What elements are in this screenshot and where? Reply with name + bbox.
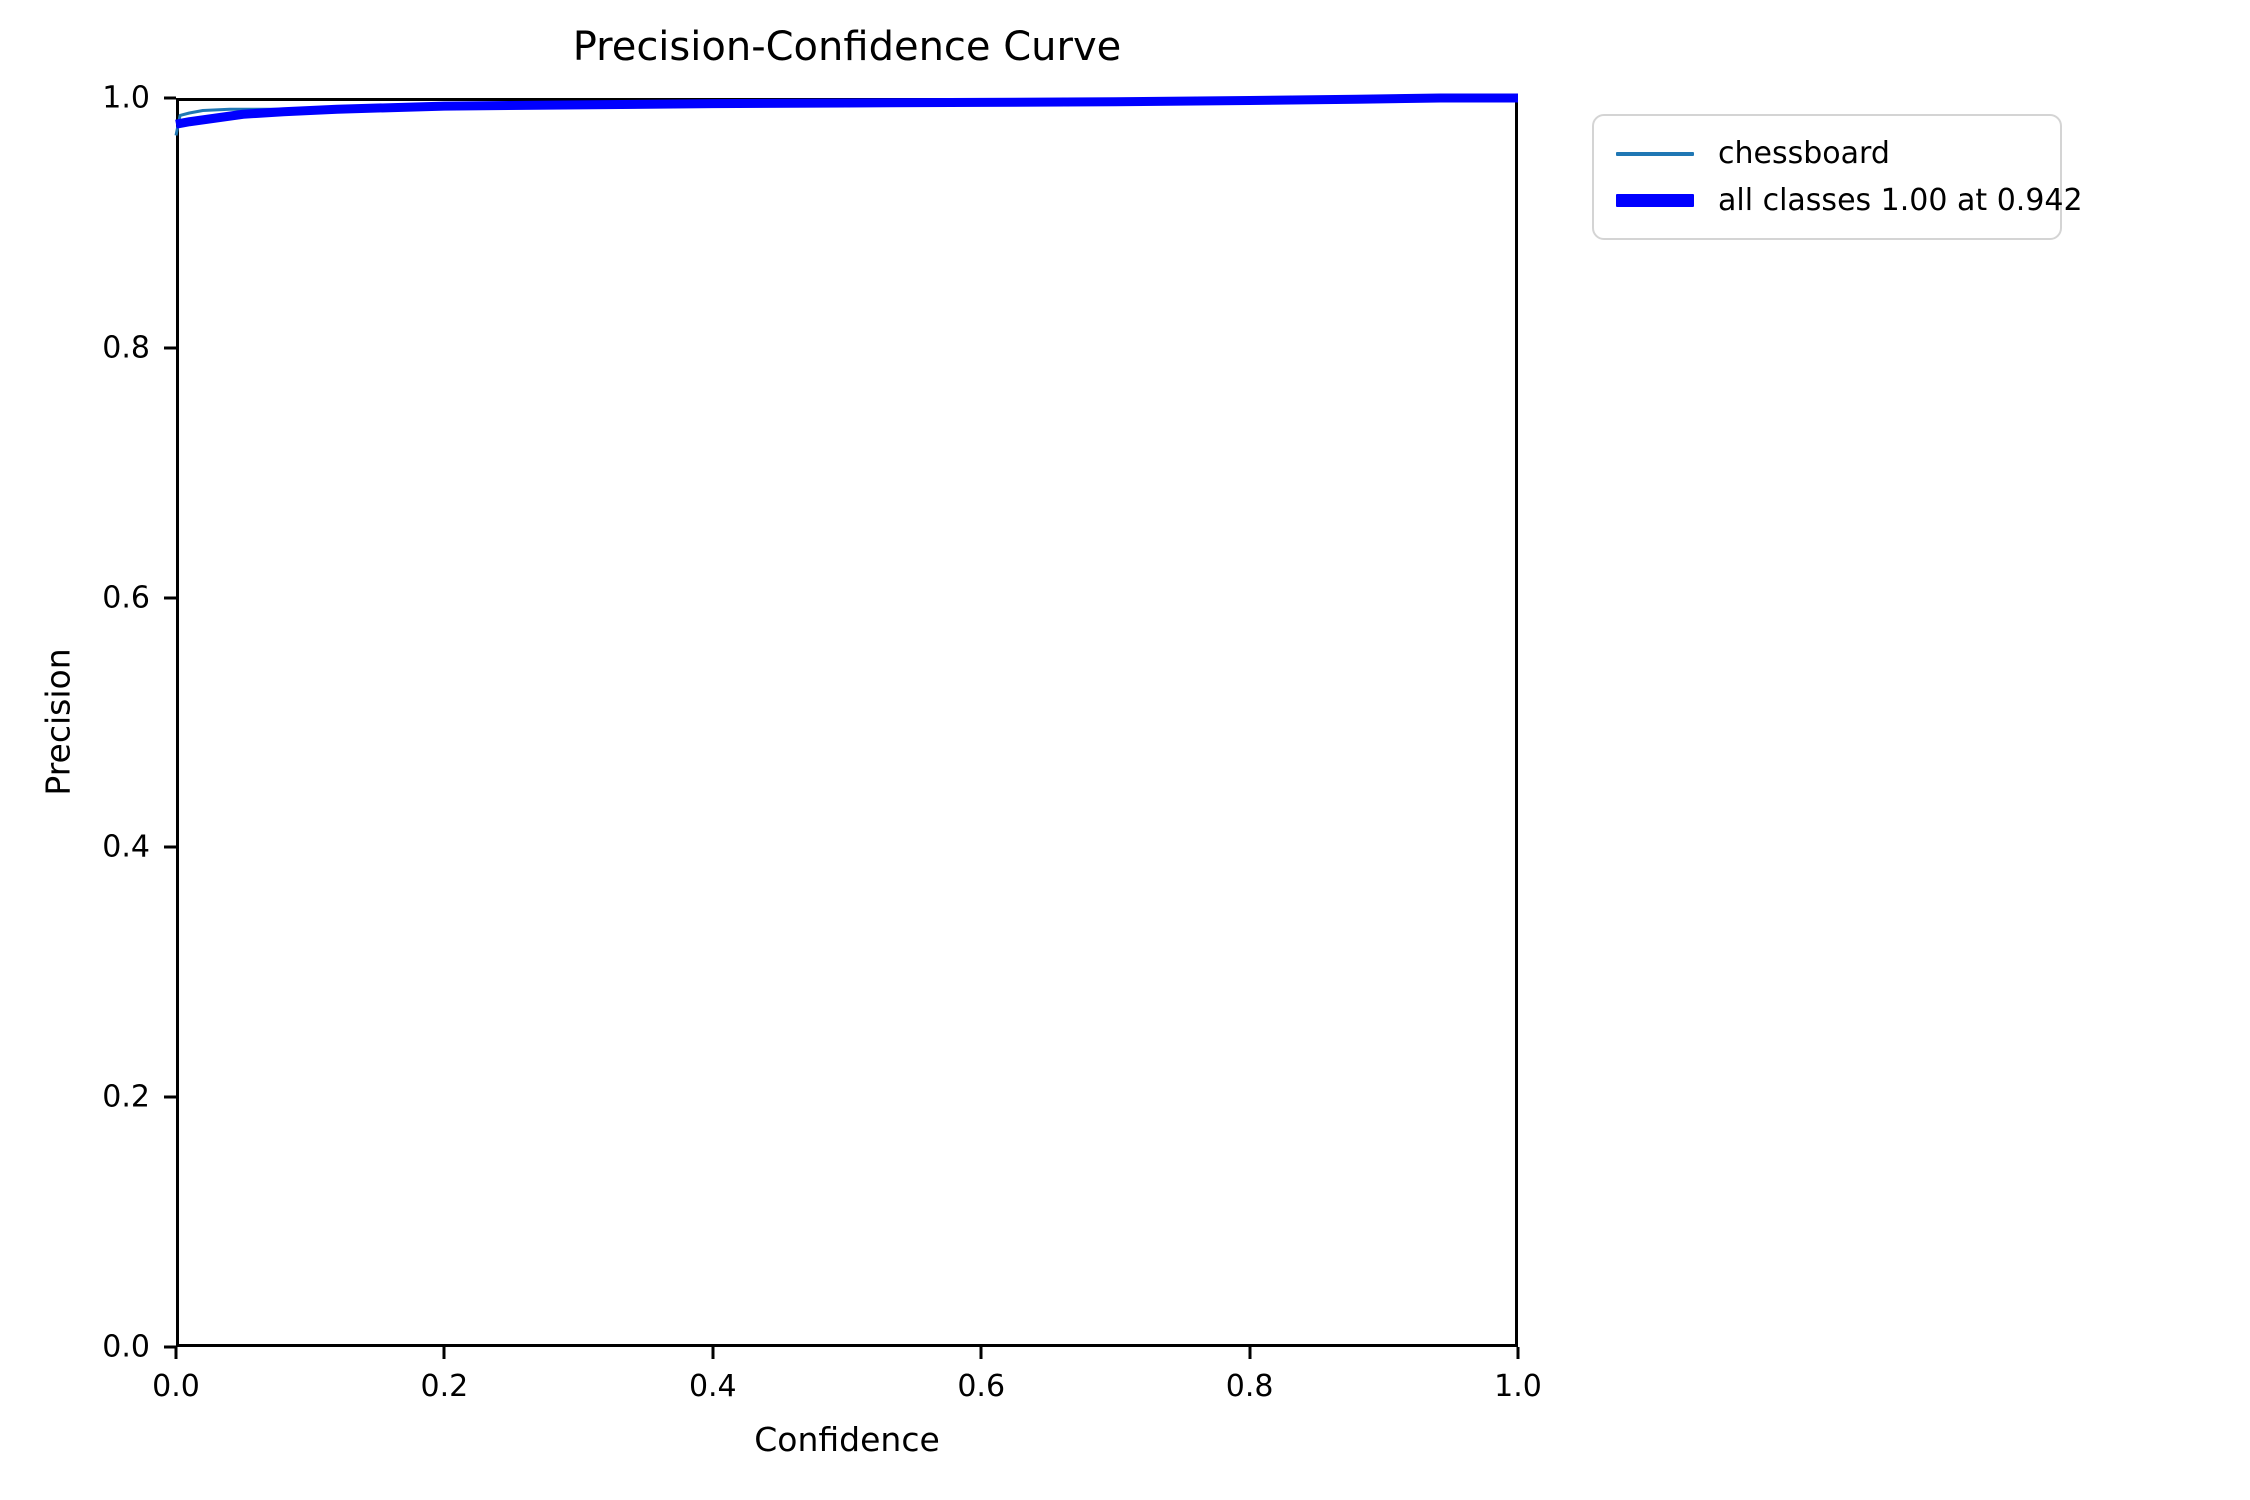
x-tick-label-1.0: 1.0 [1494,1369,1542,1404]
y-tick-label-0.4: 0.4 [102,829,150,865]
x-tick-mark-0.0 [174,1347,178,1359]
legend-line-all-classes-icon [1616,194,1694,207]
y-tick-mark-1.0 [164,96,176,100]
y-tick-mark-0.2 [164,1095,176,1099]
all-classes-line-swatch [1616,194,1694,207]
y-tick-label-0.2: 0.2 [102,1079,150,1115]
x-tick-mark-0.4 [711,1347,715,1359]
y-axis-label: Precision [38,648,78,796]
x-tick-label-0.4: 0.4 [688,1369,737,1404]
y-tick-mark-0.4 [164,845,176,849]
curve-all-classes [175,93,1518,129]
x-tick-mark-0.2 [442,1347,446,1359]
x-tick-label-0.0: 0.0 [152,1369,200,1404]
y-tick-label-0.8: 0.8 [102,330,150,366]
precision-confidence-curves [174,93,1518,136]
legend-label-all-classes: all classes 1.00 at 0.942 [1718,183,2083,218]
legend-item-chessboard: chessboard [1616,130,2040,177]
legend: chessboard all classes 1.00 at 0.942 [1592,114,2083,240]
y-tick-mark-0.0 [164,1345,176,1349]
x-tick-mark-0.6 [979,1347,983,1359]
x-tick-label-0.6: 0.6 [957,1369,1006,1404]
legend-label-chessboard: chessboard [1718,136,1890,171]
plot-area [174,93,1518,1347]
x-tick-mark-1.0 [1516,1347,1520,1359]
chessboard-line-swatch [1616,151,1694,156]
x-axis-label: Confidence [754,1420,940,1459]
chart-title: Precision-Confidence Curve [572,24,1122,70]
legend-item-all-classes: all classes 1.00 at 0.942 [1616,177,2083,224]
x-tick-label-0.2: 0.2 [420,1369,469,1404]
y-tick-label-0.6: 0.6 [102,580,150,616]
y-tick-mark-0.8 [164,346,176,350]
y-tick-mark-0.6 [164,596,176,600]
y-tick-label-0.0: 0.0 [102,1329,150,1365]
y-tick-label-1.0: 1.0 [102,80,150,116]
x-tick-mark-0.8 [1248,1347,1252,1359]
x-tick-label-0.8: 0.8 [1225,1369,1274,1404]
legend-line-chessboard-icon [1616,151,1694,156]
